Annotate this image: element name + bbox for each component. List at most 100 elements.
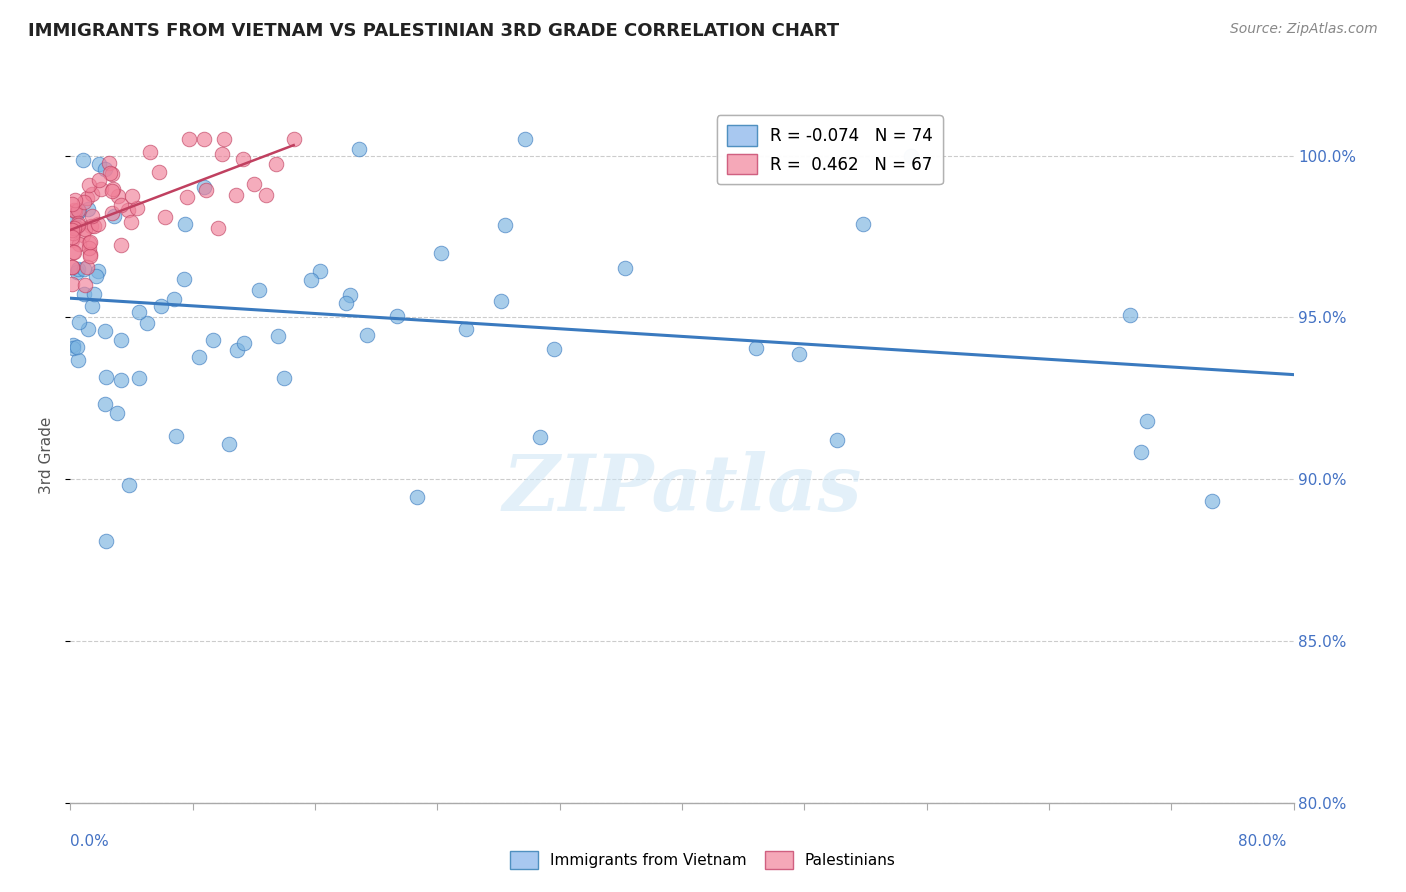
Point — [84, 268, 107, 283]
Point — [79, 236, 101, 251]
Point — [1135, 414, 1157, 428]
Point — [60, 233, 83, 247]
Point — [193, 179, 215, 194]
Point — [454, 322, 477, 336]
Point — [67, 218, 90, 232]
Point — [93, 162, 115, 177]
Point — [120, 215, 142, 229]
Point — [72, 227, 94, 242]
Point — [62, 338, 84, 352]
Point — [232, 152, 254, 166]
Point — [207, 221, 229, 235]
Point — [72, 287, 94, 301]
Point — [96, 533, 118, 548]
Point — [79, 249, 101, 263]
Point — [77, 178, 100, 193]
Point — [80, 299, 103, 313]
Point — [103, 209, 125, 223]
Point — [101, 184, 124, 198]
Legend: R = -0.074   N = 74, R =  0.462   N = 67: R = -0.074 N = 74, R = 0.462 N = 67 — [717, 115, 942, 185]
Text: Source: ZipAtlas.com: Source: ZipAtlas.com — [1230, 22, 1378, 37]
Point — [60, 277, 83, 292]
Point — [1130, 444, 1153, 458]
Point — [173, 271, 195, 285]
Point — [60, 260, 83, 274]
Point — [825, 433, 848, 447]
Point — [233, 336, 256, 351]
Point — [62, 220, 84, 235]
Point — [614, 261, 637, 276]
Point — [67, 315, 90, 329]
Point — [107, 189, 129, 203]
Point — [87, 218, 110, 232]
Point — [110, 238, 132, 252]
Point — [67, 236, 90, 251]
Point — [1119, 308, 1142, 322]
Point — [72, 153, 94, 168]
Point — [405, 490, 427, 504]
Point — [87, 263, 110, 277]
Point — [225, 188, 247, 202]
Point — [62, 220, 84, 235]
Point — [247, 283, 270, 297]
Point — [79, 235, 101, 249]
Point — [83, 219, 105, 233]
Point — [94, 397, 117, 411]
Point — [193, 132, 215, 146]
Point — [339, 288, 361, 302]
Point — [66, 206, 89, 220]
Point — [62, 226, 84, 240]
Point — [80, 219, 103, 234]
Point — [267, 328, 290, 343]
Point — [83, 287, 105, 301]
Text: ZIPatlas: ZIPatlas — [502, 451, 862, 528]
Point — [283, 132, 305, 146]
Point — [335, 296, 357, 310]
Point — [149, 300, 172, 314]
Point — [515, 132, 537, 146]
Point — [139, 145, 162, 160]
Point — [299, 273, 322, 287]
Point — [62, 342, 84, 356]
Point — [60, 196, 83, 211]
Point — [385, 310, 408, 324]
Point — [787, 347, 810, 361]
Point — [163, 292, 186, 306]
Point — [211, 147, 233, 161]
Point — [121, 189, 143, 203]
Point — [110, 197, 132, 211]
Point — [80, 209, 103, 223]
Point — [101, 206, 124, 220]
Text: 80.0%: 80.0% — [1239, 834, 1286, 849]
Point — [97, 156, 120, 170]
Point — [254, 187, 277, 202]
Point — [65, 193, 87, 207]
Point — [136, 316, 159, 330]
Point — [101, 182, 124, 196]
Point — [94, 325, 117, 339]
Point — [67, 203, 90, 218]
Point — [309, 263, 332, 277]
Point — [153, 210, 176, 224]
Point — [76, 322, 98, 336]
Point — [77, 202, 100, 216]
Point — [218, 437, 240, 451]
Point — [87, 156, 110, 170]
Point — [188, 351, 211, 365]
Point — [73, 262, 96, 277]
Point — [543, 343, 565, 357]
Point — [174, 217, 197, 231]
Point — [356, 327, 378, 342]
Point — [76, 191, 98, 205]
Point — [489, 294, 512, 309]
Point — [67, 353, 90, 368]
Point — [65, 220, 87, 235]
Point — [66, 340, 89, 354]
Point — [529, 430, 551, 444]
Point — [60, 260, 83, 274]
Point — [125, 201, 148, 215]
Text: IMMIGRANTS FROM VIETNAM VS PALESTINIAN 3RD GRADE CORRELATION CHART: IMMIGRANTS FROM VIETNAM VS PALESTINIAN 3… — [28, 22, 839, 40]
Point — [65, 219, 87, 234]
Point — [73, 195, 96, 210]
Point — [110, 374, 132, 388]
